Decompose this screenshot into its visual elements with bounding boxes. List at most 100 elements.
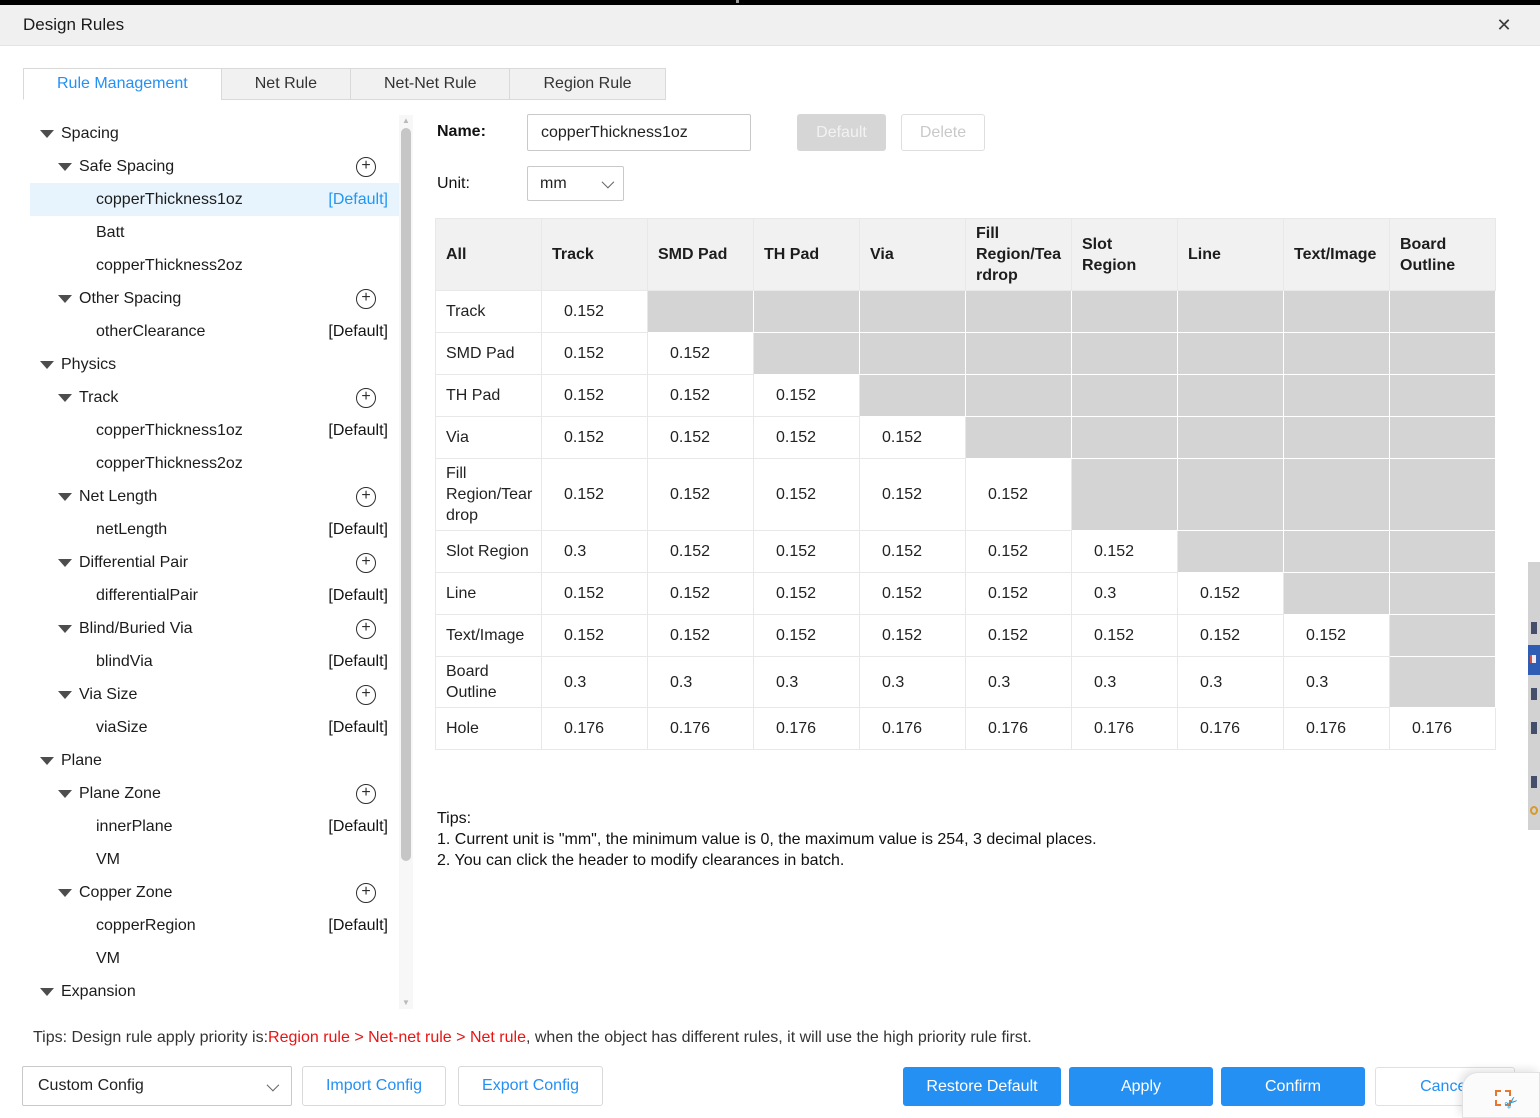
tree-item-copperthickness2oz[interactable]: copperThickness2oz: [30, 249, 400, 282]
side-toolbar-icon[interactable]: [1530, 806, 1538, 815]
tree-item-spacing[interactable]: Spacing: [30, 117, 400, 150]
row-header-board-outline[interactable]: Board Outline: [435, 656, 542, 708]
unit-select[interactable]: mm: [527, 166, 624, 201]
tree-item-copperthickness2oz[interactable]: copperThickness2oz: [30, 447, 400, 480]
scrollbar-thumb[interactable]: [401, 128, 411, 861]
export-config-button[interactable]: Export Config: [458, 1066, 603, 1106]
tree-item-otherclearance[interactable]: otherClearance [Default]: [30, 315, 400, 348]
clearance-cell[interactable]: 0.152: [753, 458, 860, 531]
clearance-cell[interactable]: 0.152: [647, 416, 754, 459]
clearance-cell[interactable]: 0.152: [859, 416, 966, 459]
apply-button[interactable]: Apply: [1069, 1067, 1213, 1106]
side-toolbar-active-icon[interactable]: [1528, 645, 1540, 675]
add-rule-icon[interactable]: +: [356, 618, 376, 639]
expand-triangle-icon[interactable]: [58, 492, 72, 501]
tab-region-rule[interactable]: Region Rule: [509, 68, 666, 100]
column-header-track[interactable]: Track: [541, 218, 648, 291]
clearance-cell[interactable]: 0.152: [753, 614, 860, 657]
tree-item-blind-buried-via[interactable]: Blind/Buried Via +: [30, 612, 400, 645]
tree-item-physics[interactable]: Physics: [30, 348, 400, 381]
scroll-up-icon[interactable]: ▲: [402, 116, 410, 125]
clearance-cell[interactable]: 0.152: [859, 458, 966, 531]
clearance-cell[interactable]: 0.152: [859, 614, 966, 657]
scroll-down-icon[interactable]: ▼: [402, 998, 410, 1007]
tree-item-plane[interactable]: Plane: [30, 744, 400, 777]
clearance-cell[interactable]: 0.152: [541, 458, 648, 531]
side-toolbar-icon[interactable]: [1531, 776, 1537, 788]
clearance-cell[interactable]: 0.176: [1071, 707, 1178, 750]
column-header-slot-region[interactable]: Slot Region: [1071, 218, 1178, 291]
tree-item-copper-zone[interactable]: Copper Zone +: [30, 876, 400, 909]
tree-item-innerplane[interactable]: innerPlane [Default]: [30, 810, 400, 843]
tree-scrollbar[interactable]: ▲ ▼: [399, 115, 413, 1009]
row-header-via[interactable]: Via: [435, 416, 542, 459]
expand-triangle-icon[interactable]: [58, 624, 72, 633]
default-button[interactable]: Default: [797, 114, 886, 151]
clearance-cell[interactable]: 0.176: [965, 707, 1072, 750]
clearance-cell[interactable]: 0.152: [753, 572, 860, 615]
tree-item-other-spacing[interactable]: Other Spacing +: [30, 282, 400, 315]
tree-item-differential-pair[interactable]: Differential Pair +: [30, 546, 400, 579]
row-header-fill-region-teardrop[interactable]: Fill Region/Teardrop: [435, 458, 542, 531]
tree-item-differentialpair[interactable]: differentialPair [Default]: [30, 579, 400, 612]
column-header-fill-region-teardrop[interactable]: Fill Region/Teardrop: [965, 218, 1072, 291]
expand-triangle-icon[interactable]: [40, 129, 54, 138]
clearance-cell[interactable]: 0.152: [859, 530, 966, 573]
tree-item-safe-spacing[interactable]: Safe Spacing +: [30, 150, 400, 183]
add-rule-icon[interactable]: +: [356, 387, 376, 408]
tree-item-vm[interactable]: VM: [30, 843, 400, 876]
restore-default-button[interactable]: Restore Default: [903, 1067, 1061, 1106]
clearance-cell[interactable]: 0.152: [965, 458, 1072, 531]
tab-rule-management[interactable]: Rule Management: [23, 68, 222, 100]
clearance-cell[interactable]: 0.152: [541, 290, 648, 333]
row-header-slot-region[interactable]: Slot Region: [435, 530, 542, 573]
expand-triangle-icon[interactable]: [40, 987, 54, 996]
column-header-all[interactable]: All: [435, 218, 542, 291]
expand-triangle-icon[interactable]: [58, 789, 72, 798]
clearance-cell[interactable]: 0.152: [647, 374, 754, 417]
clearance-cell[interactable]: 0.152: [1177, 614, 1284, 657]
clearance-cell[interactable]: 0.152: [541, 374, 648, 417]
clearance-cell[interactable]: 0.152: [859, 572, 966, 615]
add-rule-icon[interactable]: +: [356, 288, 376, 309]
clearance-cell[interactable]: 0.152: [1071, 530, 1178, 573]
row-header-th-pad[interactable]: TH Pad: [435, 374, 542, 417]
tree-item-copperthickness1oz[interactable]: copperThickness1oz [Default]: [30, 414, 400, 447]
expand-triangle-icon[interactable]: [40, 756, 54, 765]
clearance-cell[interactable]: 0.176: [647, 707, 754, 750]
tree-item-expansion[interactable]: Expansion: [30, 975, 400, 1008]
expand-triangle-icon[interactable]: [58, 888, 72, 897]
confirm-button[interactable]: Confirm: [1221, 1067, 1365, 1106]
clearance-cell[interactable]: 0.3: [859, 656, 966, 708]
clearance-cell[interactable]: 0.152: [541, 614, 648, 657]
clearance-cell[interactable]: 0.176: [1177, 707, 1284, 750]
clearance-cell[interactable]: 0.176: [1389, 707, 1496, 750]
tree-item-vm[interactable]: VM: [30, 942, 400, 975]
clearance-cell[interactable]: 0.152: [541, 572, 648, 615]
clearance-cell[interactable]: 0.176: [753, 707, 860, 750]
row-header-line[interactable]: Line: [435, 572, 542, 615]
add-rule-icon[interactable]: +: [356, 684, 376, 705]
expand-triangle-icon[interactable]: [58, 294, 72, 303]
side-toolbar-icon[interactable]: [1531, 688, 1537, 700]
clearance-cell[interactable]: 0.3: [1071, 572, 1178, 615]
tree-item-copperthickness1oz[interactable]: copperThickness1oz [Default]: [30, 183, 400, 216]
tree-item-netlength[interactable]: netLength [Default]: [30, 513, 400, 546]
clearance-cell[interactable]: 0.3: [541, 530, 648, 573]
add-rule-icon[interactable]: +: [356, 882, 376, 903]
clearance-cell[interactable]: 0.152: [541, 416, 648, 459]
delete-button[interactable]: Delete: [901, 114, 985, 151]
clearance-cell[interactable]: 0.152: [753, 416, 860, 459]
clearance-cell[interactable]: 0.3: [1283, 656, 1390, 708]
clearance-cell[interactable]: 0.3: [753, 656, 860, 708]
snipping-tool-overlay[interactable]: ✂: [1462, 1072, 1540, 1118]
tree-item-batt[interactable]: Batt: [30, 216, 400, 249]
side-toolbar-icon[interactable]: [1531, 722, 1537, 734]
tab-net-rule[interactable]: Net Rule: [220, 68, 351, 100]
clearance-cell[interactable]: 0.152: [965, 572, 1072, 615]
column-header-smd-pad[interactable]: SMD Pad: [647, 218, 754, 291]
column-header-board-outline[interactable]: Board Outline: [1389, 218, 1496, 291]
close-icon[interactable]: ✕: [1496, 15, 1512, 35]
clearance-cell[interactable]: 0.152: [1071, 614, 1178, 657]
clearance-cell[interactable]: 0.152: [1177, 572, 1284, 615]
